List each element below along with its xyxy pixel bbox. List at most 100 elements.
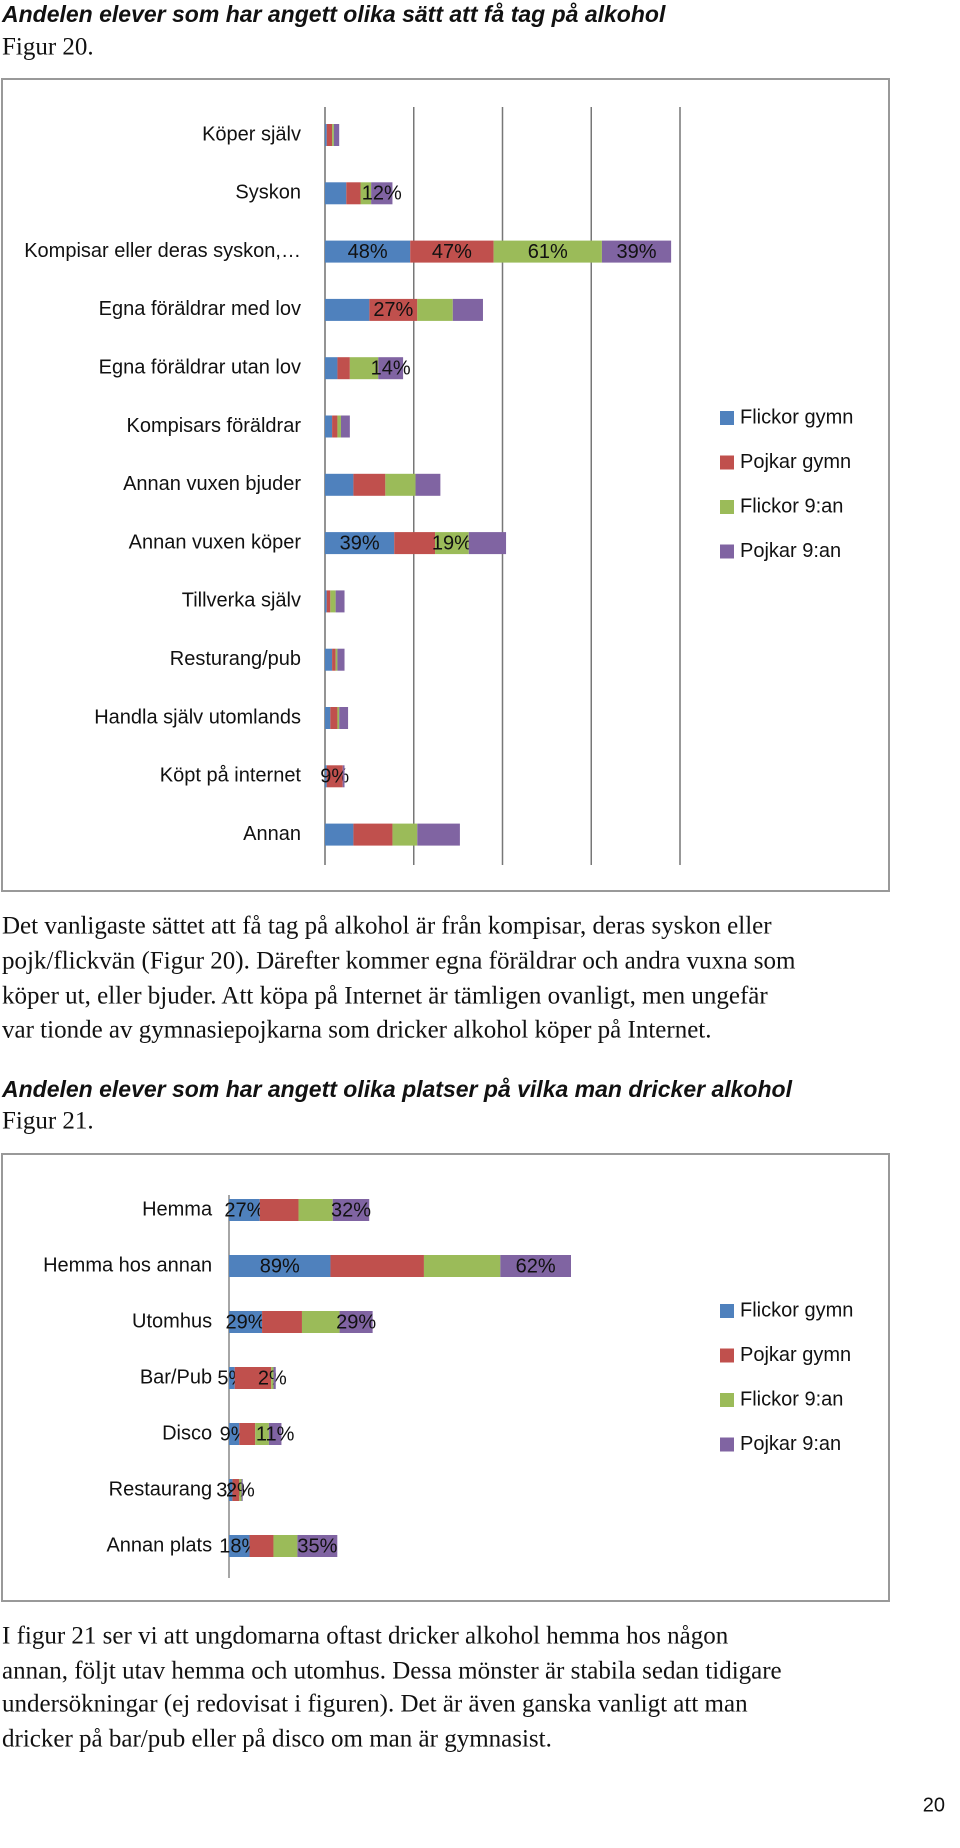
- bar-segment: [452, 298, 483, 321]
- chart-frame: [1, 78, 890, 892]
- bar-segment: [417, 823, 460, 846]
- category-label: Köpt på internet: [160, 765, 302, 787]
- data-label: 27%: [373, 299, 413, 321]
- legend-swatch: [720, 1437, 734, 1452]
- data-label: 89%: [260, 1255, 300, 1277]
- data-label: 27%: [224, 1199, 264, 1221]
- category-label: Egna föräldrar med lov: [99, 298, 301, 320]
- bar-segment: [349, 357, 379, 380]
- category-label: Egna föräldrar utan lov: [99, 356, 301, 378]
- bar-segment: [229, 1423, 240, 1445]
- category-label: Syskon: [235, 182, 301, 204]
- legend-swatch: [720, 455, 734, 470]
- legend-label: Flickor gymn: [740, 406, 853, 428]
- bar-segment: [325, 648, 333, 671]
- bar-segment: [298, 1199, 333, 1221]
- data-label: 11%: [256, 1423, 295, 1445]
- data-label: 32%: [331, 1199, 371, 1221]
- bar-segment: [337, 707, 340, 729]
- legend-label: Pojkar 9:an: [740, 1433, 841, 1455]
- bar-segment: [353, 473, 386, 496]
- data-label: 35%: [297, 1535, 337, 1557]
- data-label: 39%: [340, 532, 380, 554]
- bar-segment: [385, 473, 416, 496]
- bar-segment: [234, 1367, 272, 1389]
- bar-segment: [301, 1311, 340, 1333]
- bar-segment: [249, 1535, 274, 1557]
- category-label: Annan vuxen bjuder: [123, 473, 301, 495]
- paragraph-line: I figur 21 ser vi att ungdomarna oftast …: [2, 1623, 729, 1650]
- data-label: 62%: [516, 1255, 556, 1277]
- data-label: 9%: [320, 766, 349, 788]
- data-label: 29%: [336, 1311, 376, 1333]
- bar-segment: [332, 1199, 370, 1221]
- chart-frame: [1, 1153, 890, 1602]
- bar-segment: [239, 1423, 256, 1445]
- bar-segment: [330, 1255, 424, 1277]
- bar-segment: [332, 124, 334, 146]
- legend-label: Flickor gymn: [740, 1299, 853, 1321]
- legend-label: Flickor 9:an: [740, 1388, 843, 1410]
- chart-title: Andelen elever som har angett olika sätt…: [1, 1, 666, 27]
- data-label: 48%: [348, 241, 388, 263]
- bar-segment: [241, 1479, 243, 1501]
- bar-segment: [353, 823, 393, 846]
- category-label: Utomhus: [132, 1310, 212, 1332]
- bar-segment: [325, 707, 331, 729]
- category-label: Restaurang: [109, 1478, 212, 1500]
- bar-segment: [392, 823, 418, 846]
- legend-label: Pojkar gymn: [740, 451, 851, 473]
- bar-segment: [333, 124, 340, 146]
- category-label: Annan: [243, 823, 301, 845]
- bar-segment: [337, 415, 341, 438]
- bar-segment: [259, 1199, 299, 1221]
- bar-segment: [325, 415, 333, 438]
- figure-label: Figur 20.: [2, 34, 94, 61]
- bar-segment: [262, 1311, 302, 1333]
- bar-segment: [268, 1423, 282, 1445]
- bar-segment: [271, 1367, 274, 1389]
- paragraph-line: dricker på bar/pub eller på disco om man…: [2, 1726, 552, 1753]
- bar-segment: [394, 532, 436, 555]
- bar-segment: [325, 182, 347, 205]
- data-label: 29%: [226, 1311, 266, 1333]
- bar-segment: [423, 1255, 501, 1277]
- legend-label: Pojkar 9:an: [740, 540, 841, 562]
- legend-swatch: [720, 1304, 734, 1318]
- bar-segment: [229, 1479, 233, 1501]
- legend-swatch: [720, 411, 734, 425]
- bar-segment: [325, 240, 411, 263]
- bar-segment: [229, 1367, 235, 1389]
- bar-segment: [346, 182, 361, 205]
- bar-segment: [229, 1255, 331, 1277]
- bar-segment: [415, 473, 441, 496]
- category-label: Disco: [162, 1422, 212, 1444]
- bar-segment: [325, 765, 327, 788]
- category-label: Hemma hos annan: [43, 1254, 212, 1276]
- data-label: 18%: [219, 1535, 259, 1557]
- category-label: Hemma: [142, 1198, 213, 1220]
- bar-segment: [335, 648, 338, 671]
- legend-label: Flickor 9:an: [740, 495, 843, 517]
- bar-segment: [325, 357, 338, 380]
- legend-swatch: [720, 1393, 734, 1407]
- paragraph-line: Det vanligaste sättet att få tag på alko…: [2, 913, 772, 940]
- data-label: 12%: [362, 183, 402, 205]
- bar-segment: [297, 1535, 338, 1557]
- data-label: 39%: [616, 241, 656, 263]
- bar-segment: [326, 124, 333, 146]
- bar-segment: [601, 240, 672, 263]
- bar-segment: [330, 590, 336, 613]
- bar-segment: [325, 473, 354, 496]
- legend-swatch: [720, 544, 734, 559]
- category-label: Kompisar eller deras syskon,…: [24, 240, 301, 262]
- category-label: Kompisars föräldrar: [126, 415, 301, 437]
- paragraph-line: undersökningar (ej redovisat i figuren).…: [2, 1691, 748, 1718]
- bar-segment: [255, 1423, 269, 1445]
- paragraph-line: annan, följt utav hemma och utomhus. Des…: [2, 1658, 782, 1685]
- bar-segment: [325, 590, 327, 613]
- bar-segment: [337, 357, 350, 380]
- legend-swatch: [720, 1348, 734, 1363]
- bar-segment: [326, 590, 331, 613]
